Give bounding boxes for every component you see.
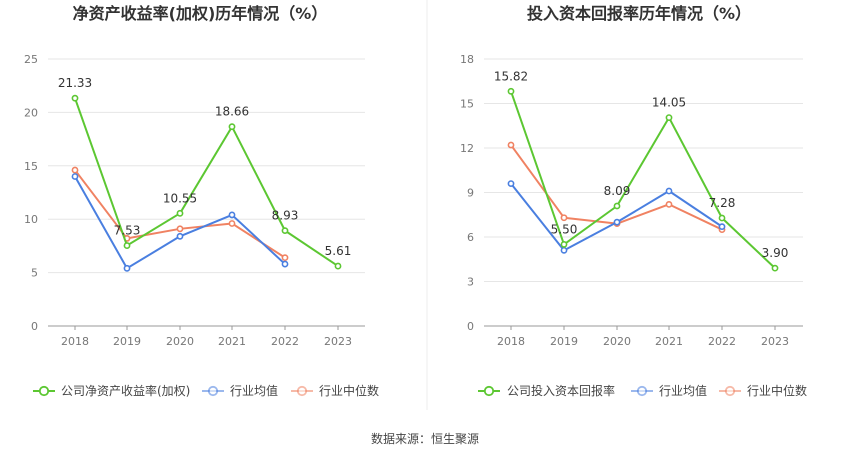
data-label: 7.53 — [114, 224, 141, 238]
data-point-2 — [281, 254, 289, 262]
legend-marker-1 — [636, 385, 648, 397]
data-point-2 — [71, 166, 79, 174]
data-label: 21.33 — [58, 76, 92, 90]
data-point-1 — [176, 232, 184, 240]
data-label: 15.82 — [494, 69, 528, 83]
data-point-0 — [334, 262, 342, 270]
data-point-2 — [228, 220, 236, 227]
x-tick-label: 2023 — [324, 335, 352, 348]
x-tick-label: 2019 — [113, 335, 141, 348]
data-point-0 — [123, 242, 131, 249]
legend-label-2: 行业中位数 — [319, 383, 379, 398]
series-line-0 — [510, 91, 776, 269]
x-tick-label: 2023 — [761, 335, 789, 348]
data-point-0 — [507, 87, 515, 95]
legend-marker-2 — [724, 385, 736, 397]
y-tick-label: 0 — [31, 320, 38, 333]
data-point-0 — [71, 94, 79, 102]
data-label: 5.50 — [551, 222, 578, 236]
y-tick-label: 6 — [467, 231, 474, 244]
data-source-label: 数据来源：恒生聚源 — [371, 431, 479, 446]
data-point-1 — [560, 246, 568, 254]
data-point-1 — [665, 187, 673, 195]
data-label: 14.05 — [652, 96, 686, 110]
y-tick-label: 12 — [460, 142, 474, 155]
legend-label-0: 公司净资产收益率(加权) — [61, 383, 190, 398]
y-tick-label: 3 — [467, 276, 474, 289]
x-tick-label: 2020 — [603, 335, 631, 348]
x-tick-label: 2022 — [271, 335, 299, 348]
data-point-0 — [228, 123, 236, 131]
data-point-1 — [228, 211, 236, 219]
data-point-1 — [507, 180, 515, 187]
legend-label-0: 公司投入资本回报率 — [507, 383, 615, 398]
data-point-1 — [718, 223, 726, 231]
x-tick-label: 2021 — [218, 335, 246, 348]
data-point-1 — [281, 260, 289, 268]
legend-marker-2 — [296, 385, 308, 397]
legend-marker-0 — [483, 385, 495, 397]
data-point-0 — [560, 241, 568, 248]
chart-title-roic: 投入资本回报率历年情况（%） — [527, 4, 751, 23]
x-tick-label: 2018 — [61, 335, 89, 348]
y-tick-label: 20 — [24, 106, 38, 119]
data-label: 18.66 — [215, 105, 249, 119]
data-label: 3.90 — [762, 246, 789, 260]
y-tick-label: 15 — [24, 160, 38, 173]
x-tick-label: 2018 — [497, 335, 525, 348]
data-point-1 — [123, 264, 131, 272]
y-tick-label: 18 — [460, 53, 474, 66]
y-tick-label: 25 — [24, 53, 38, 66]
data-point-2 — [507, 141, 515, 149]
data-point-0 — [718, 214, 726, 222]
data-label: 8.93 — [272, 209, 299, 223]
y-tick-label: 0 — [467, 320, 474, 333]
data-point-1 — [613, 218, 621, 226]
x-tick-label: 2022 — [708, 335, 736, 348]
data-label: 5.61 — [325, 244, 352, 258]
data-point-0 — [176, 209, 184, 217]
y-tick-label: 15 — [460, 98, 474, 111]
data-label: 7.28 — [709, 196, 736, 210]
legend-marker-0 — [38, 385, 50, 397]
y-tick-label: 9 — [467, 187, 474, 200]
data-point-0 — [771, 264, 779, 272]
chart-title-roe: 净资产收益率(加权)历年情况（%） — [73, 4, 328, 23]
legend-label-1: 行业均值 — [659, 383, 707, 398]
x-tick-label: 2021 — [655, 335, 683, 348]
data-label: 10.55 — [163, 191, 197, 205]
data-point-2 — [176, 225, 184, 233]
data-point-1 — [71, 173, 79, 180]
data-label: 8.09 — [604, 184, 631, 198]
data-point-0 — [665, 114, 673, 121]
y-tick-label: 5 — [31, 267, 38, 280]
x-tick-label: 2020 — [166, 335, 194, 348]
data-point-2 — [665, 200, 673, 208]
data-point-0 — [613, 202, 621, 210]
legend-label-2: 行业中位数 — [747, 383, 807, 398]
data-point-0 — [281, 227, 289, 235]
chart-roe: 0 5 10 15 20 25 2018 2019 2020 2021 2022 2023 21.33 7… — [24, 53, 379, 398]
series-line-0 — [74, 97, 339, 267]
chart-roic: 0 3 6 9 12 15 18 2018 2019 2020 2021 2022 2023 15.82 5… — [460, 53, 807, 398]
data-point-2 — [560, 214, 568, 222]
x-tick-label: 2019 — [550, 335, 578, 348]
legend-marker-1 — [207, 385, 219, 397]
legend-label-1: 行业均值 — [230, 383, 278, 398]
y-tick-label: 10 — [24, 213, 38, 226]
